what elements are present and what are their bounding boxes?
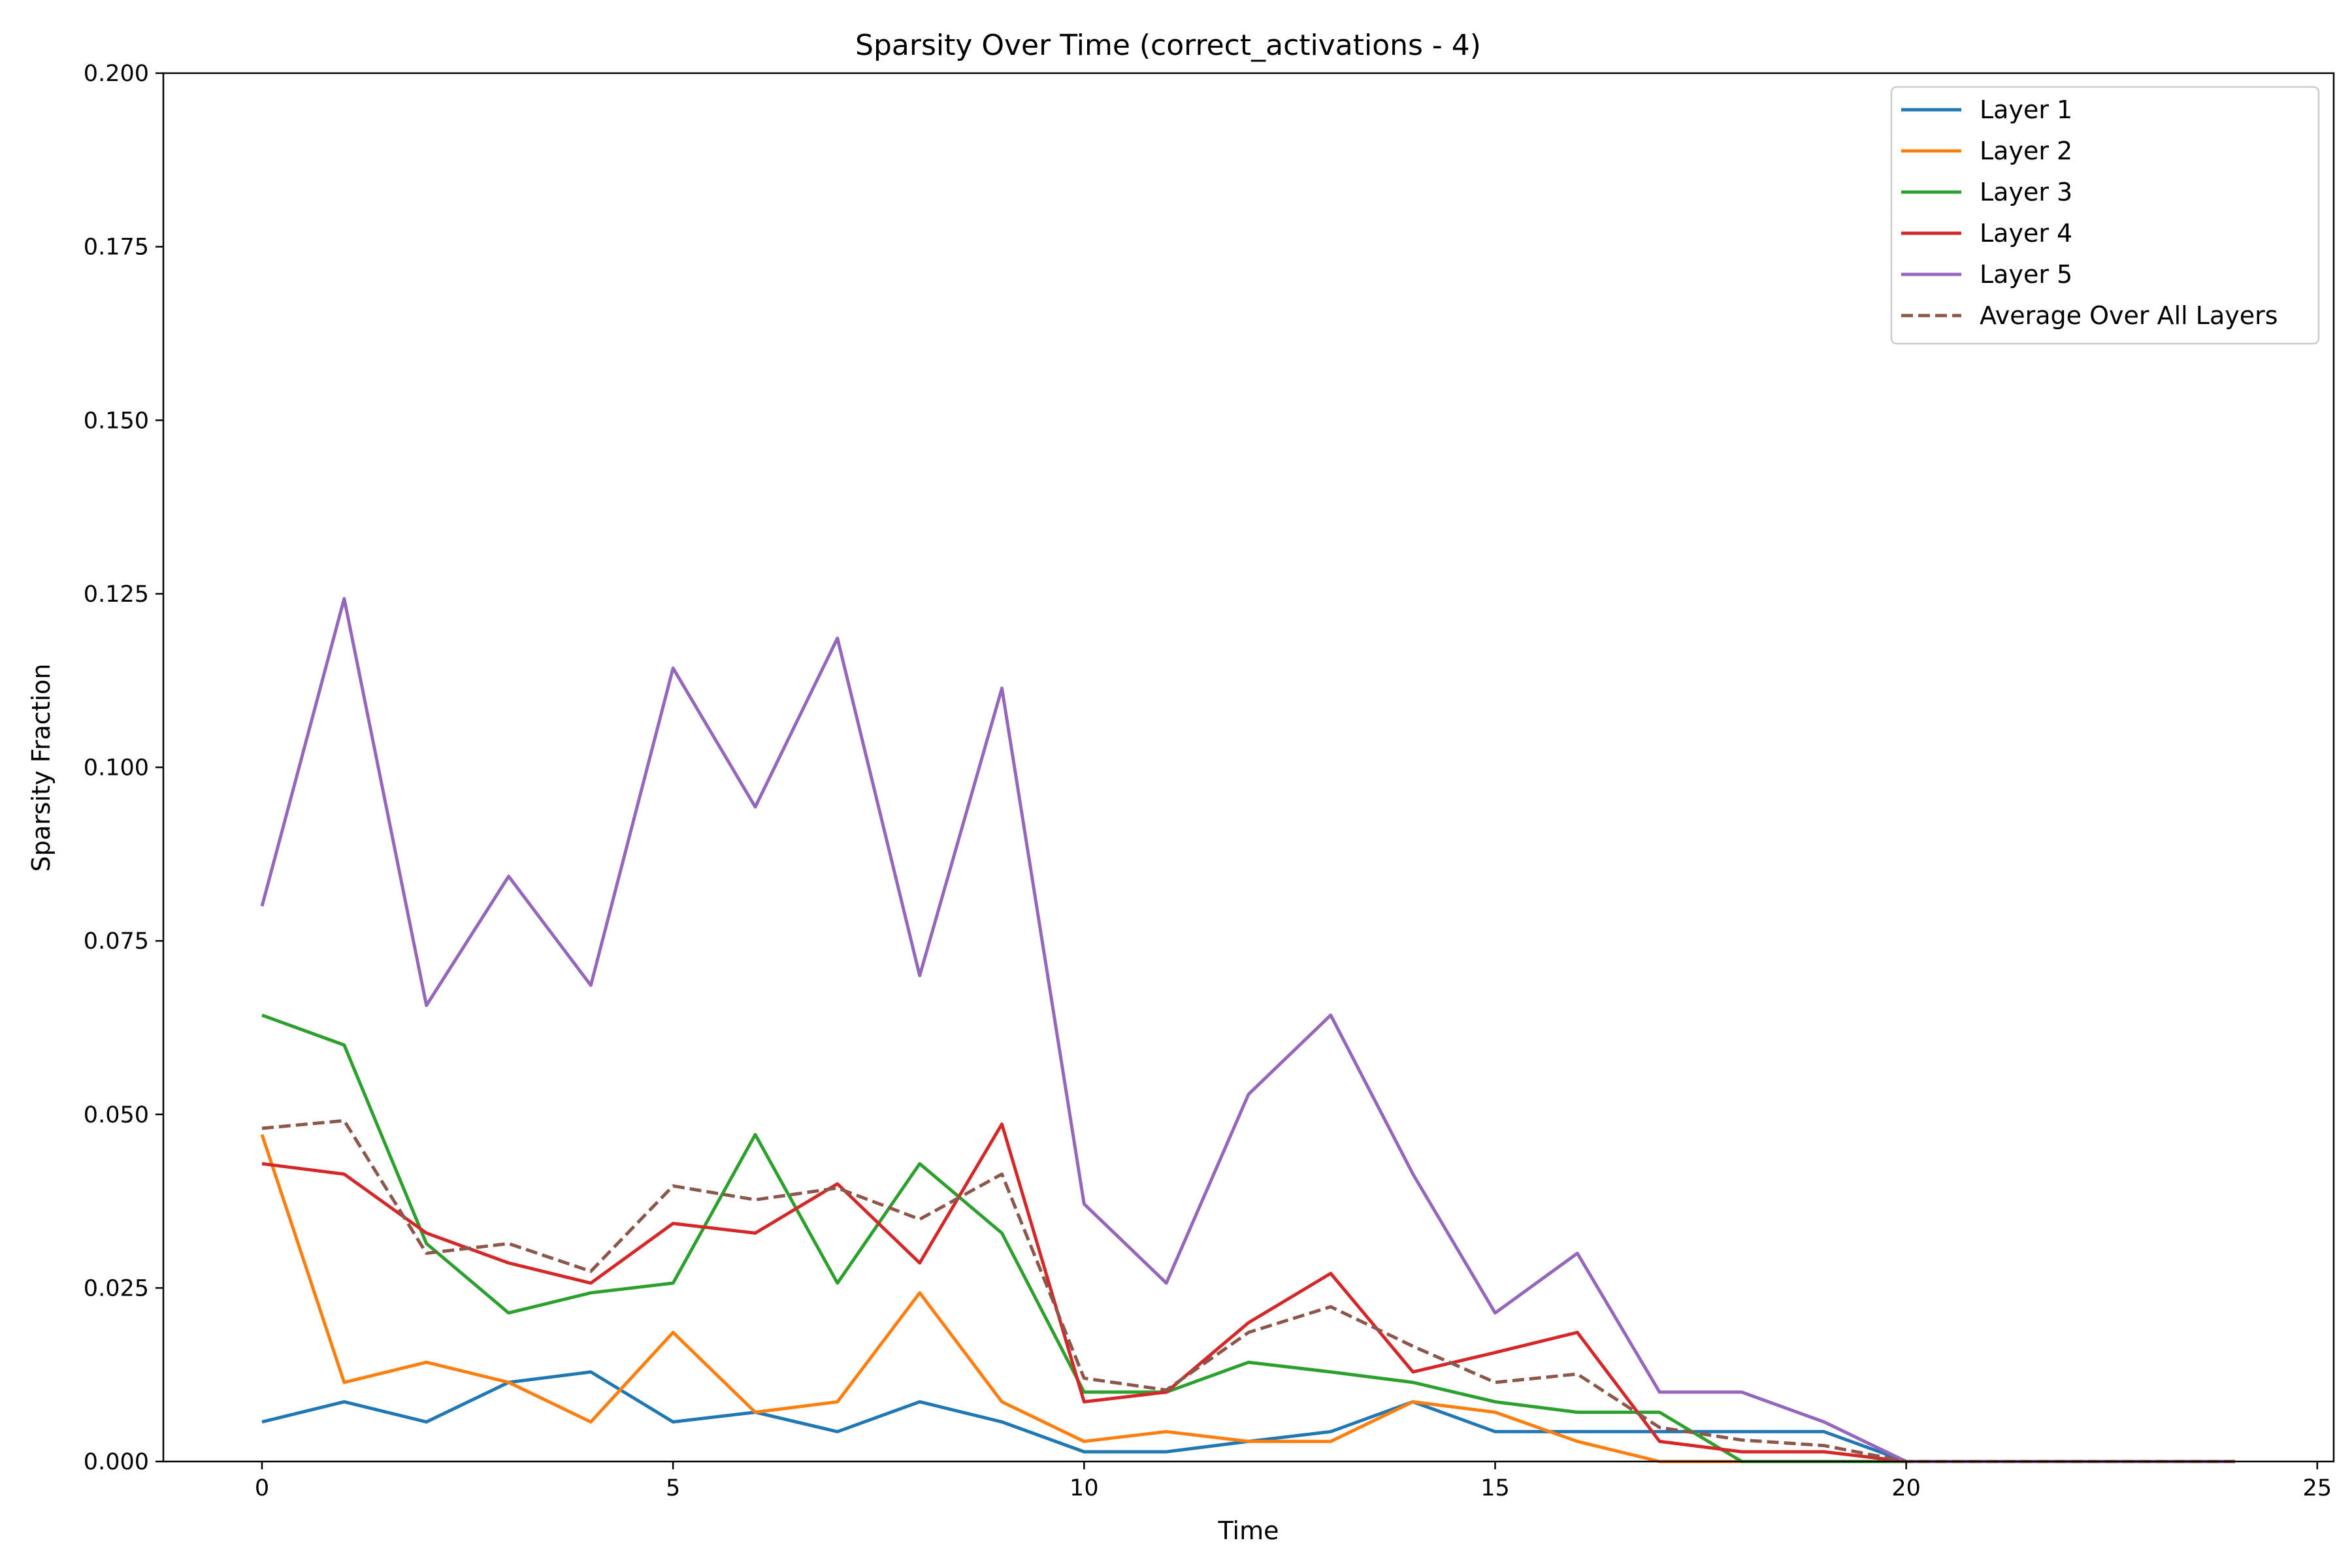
y-tick-label: 0.150 (84, 408, 149, 434)
y-axis: 0.000 0.025 0.050 0.075 0.100 0.125 0.150 0.175… (84, 61, 163, 1475)
chart-title: Sparsity Over Time (correct_activations … (855, 29, 1481, 62)
y-tick-label: 0.200 (84, 61, 149, 87)
series-line-2 (260, 1134, 2235, 1463)
x-tick-label: 5 (666, 1475, 680, 1501)
x-tick-label: 25 (2303, 1475, 2332, 1501)
series-line-3 (261, 1013, 2235, 1463)
y-axis-label: Sparsity Fraction (27, 664, 56, 872)
series-line-6 (261, 1119, 2235, 1463)
x-tick-label: 0 (255, 1475, 269, 1501)
x-tick-label: 10 (1070, 1475, 1099, 1501)
legend-label: Layer 5 (1980, 260, 2072, 289)
y-tick-label: 0.000 (84, 1449, 149, 1475)
legend-label: Layer 4 (1980, 219, 2072, 248)
y-tick-label: 0.025 (84, 1275, 149, 1301)
legend-label: Layer 1 (1980, 95, 2072, 124)
plot-lines (260, 596, 2235, 1463)
y-tick-label: 0.175 (84, 235, 149, 261)
series-line-4 (261, 1122, 2235, 1463)
legend-label: Layer 2 (1980, 137, 2072, 165)
series-line-1 (261, 1370, 2235, 1463)
x-axis: 0 5 10 15 20 25 (255, 1462, 2332, 1501)
y-tick-label: 0.125 (84, 581, 149, 608)
legend-label: Layer 3 (1980, 178, 2072, 206)
legend-box (1890, 86, 2320, 345)
legend: Layer 1 Layer 2 Layer 3 Layer 4 Layer 5 Avera… (1890, 86, 2320, 345)
x-axis-label: Time (1218, 1516, 1279, 1545)
x-tick-label: 20 (1891, 1475, 1921, 1501)
x-tick-label: 15 (1480, 1475, 1510, 1501)
y-tick-label: 0.050 (84, 1102, 149, 1128)
legend-label: Average Over All Layers (1980, 301, 2278, 330)
y-tick-label: 0.075 (84, 928, 149, 955)
y-tick-label: 0.100 (84, 755, 149, 781)
